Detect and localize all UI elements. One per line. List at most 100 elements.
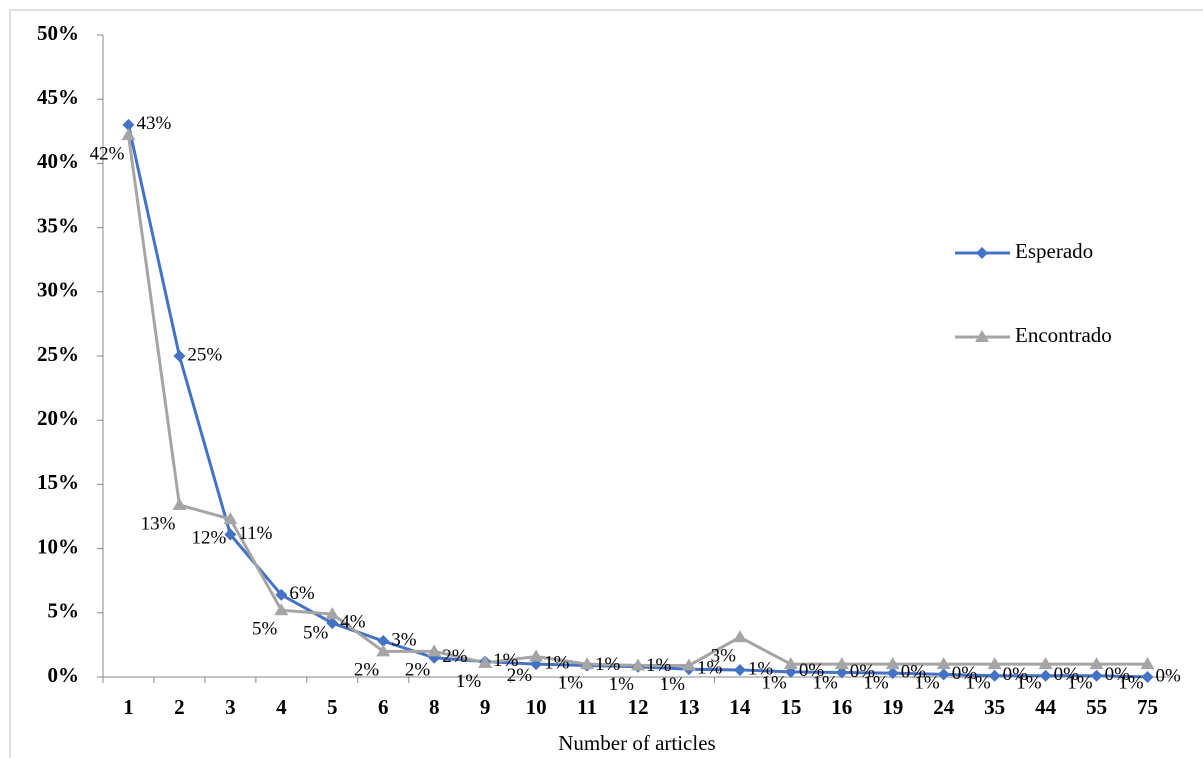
marker [274,603,289,616]
data-label: 42% [90,144,125,165]
data-label: 1% [493,650,518,671]
data-label: 1% [1067,673,1093,694]
marker [732,630,747,643]
series-line [126,134,1148,667]
x-tick-label: 55 [1086,695,1107,719]
data-label: 0% [952,663,978,684]
marker [377,635,390,648]
marker [529,649,544,662]
data-label: 1% [697,658,723,679]
marker [1140,657,1155,670]
y-tick-label: 20% [37,406,79,430]
y-tick-label: 10% [37,534,79,558]
data-label: 1% [1016,673,1042,694]
data-label: 0% [1156,665,1182,686]
data-label: 1% [1118,673,1144,694]
marker [275,588,288,601]
data-label: 13% [141,513,176,534]
marker [885,657,900,670]
marker [325,607,340,620]
data-label: 1% [456,671,482,692]
marker [783,657,798,670]
marker [936,657,951,670]
y-tick-label: 45% [37,85,79,109]
y-tick-label: 40% [37,149,79,173]
x-tick-label: 5 [327,695,338,719]
y-tick-label: 5% [48,599,80,623]
data-label: 1% [609,674,635,695]
data-label: 5% [252,619,278,640]
marker [121,128,136,141]
x-axis-label: Number of articles [558,731,715,755]
data-label: 1% [544,653,570,674]
marker [733,663,746,676]
x-tick-label: 35 [984,695,1005,719]
y-tick-label: 30% [37,278,79,302]
y-tick-label: 25% [37,342,79,366]
y-tick-label: 0% [48,663,80,687]
data-label: 0% [1054,664,1080,685]
data-label: 1% [646,655,672,676]
x-tick-label: 8 [429,695,440,719]
marker [172,497,187,510]
data-label: 0% [799,660,825,681]
data-label: 2% [507,665,533,686]
y-tick-label: 50% [37,21,79,45]
data-label: 11% [238,523,272,544]
marker [834,657,849,670]
data-label: 1% [660,674,686,695]
data-label: 2% [405,660,431,681]
marker [1039,669,1052,682]
x-tick-label: 12 [628,695,649,719]
data-label: 0% [1105,664,1131,685]
data-label: 1% [965,673,991,694]
marker [1090,669,1103,682]
marker [122,118,135,131]
data-label: 5% [303,622,329,643]
marker [1089,657,1104,670]
marker [478,655,493,668]
data-label: 1% [595,654,621,675]
data-label: 1% [558,673,584,694]
data-label: 6% [289,583,315,604]
x-tick-label: 44 [1035,695,1057,719]
data-label: 3% [391,629,417,650]
marker [976,247,988,259]
x-tick-label: 14 [729,695,751,719]
marker [835,666,848,679]
data-label: 25% [187,344,222,365]
data-label: 43% [136,113,171,134]
data-label: 2% [442,646,468,667]
y-tick-label: 15% [37,470,79,494]
data-label: 1% [748,658,774,679]
chart-frame [9,9,1203,758]
marker [987,657,1002,670]
data-label: 12% [192,527,227,548]
marker [580,657,595,670]
marker [988,669,1001,682]
data-label: 0% [850,661,876,682]
x-tick-label: 9 [480,695,491,719]
marker [937,668,950,681]
data-label: 0% [901,662,927,683]
data-label: 1% [812,673,838,694]
x-tick-label: 4 [276,695,287,719]
x-tick-label: 2 [174,695,185,719]
x-tick-label: 1 [123,695,134,719]
marker [1038,657,1053,670]
x-tick-label: 16 [831,695,852,719]
data-label: 4% [340,611,366,632]
marker [224,528,237,541]
data-label: 1% [914,673,940,694]
marker [326,617,339,630]
x-tick-label: 24 [933,695,955,719]
x-tick-label: 3 [225,695,236,719]
x-tick-label: 15 [780,695,801,719]
marker [975,330,989,342]
marker [223,512,238,525]
marker [173,350,186,362]
marker [886,667,899,680]
marker [427,644,442,657]
data-label: 1% [762,673,788,694]
